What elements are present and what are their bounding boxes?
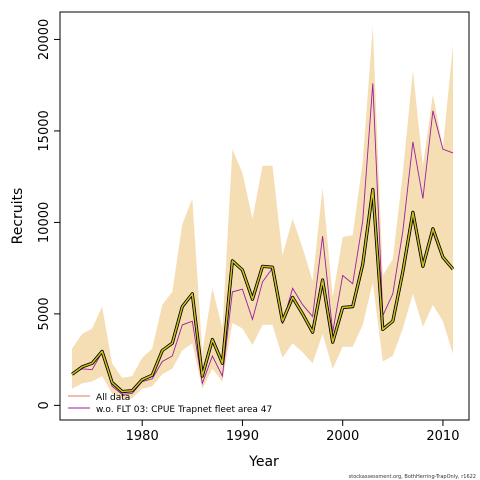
x-tick-label: 2010 <box>426 429 459 444</box>
y-tick-label: 0 <box>37 401 52 409</box>
y-axis-label: Recruits <box>10 188 26 245</box>
y-tick-label: 5000 <box>37 297 52 330</box>
y-tick-label: 10000 <box>37 202 52 243</box>
x-tick-label: 1990 <box>226 429 259 444</box>
confidence-band <box>72 26 453 399</box>
x-tick-label: 2000 <box>326 429 359 444</box>
x-axis-label: Year <box>248 454 279 470</box>
footnote: stockassessment.org, BothHerring-TrapOnl… <box>349 474 476 480</box>
axes: 1980 1990 2000 2010 0 5000 10000 15000 20000 <box>37 19 460 444</box>
y-tick-label: 20000 <box>37 19 52 60</box>
legend: All data w.o. FLT 03: CPUE Trapnet fleet… <box>68 393 272 415</box>
series-line-wo-flt03 <box>71 83 454 395</box>
plot-area <box>71 26 455 399</box>
legend-label-wo-flt03: w.o. FLT 03: CPUE Trapnet fleet area 47 <box>96 405 272 415</box>
series-line-all-data <box>71 189 454 392</box>
x-tick-label: 1980 <box>126 429 159 444</box>
y-tick-label: 15000 <box>37 110 52 151</box>
plot-frame <box>59 11 470 421</box>
legend-label-all-data: All data <box>96 393 130 403</box>
